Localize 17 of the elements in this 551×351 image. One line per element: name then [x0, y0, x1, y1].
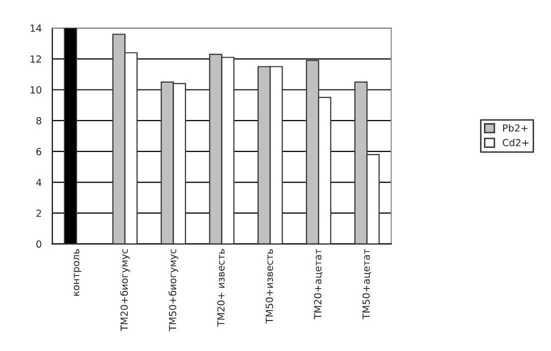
y-tick-label: 4: [36, 178, 42, 186]
x-tick-label: ТМ50+ацетат: [362, 248, 372, 320]
x-tick-label: ТМ20+ацетат: [314, 248, 323, 320]
x-tick-label: ТМ50+известь: [266, 249, 274, 324]
x-tick-label: ТМ20+ известь: [217, 249, 225, 327]
legend-label: Cd2+: [502, 138, 528, 146]
y-tick-label: 0: [36, 240, 42, 248]
y-tick-label: 14: [30, 24, 42, 32]
y-tick-label: 6: [36, 148, 42, 156]
legend-label: Pb2+: [503, 124, 528, 132]
x-tick-label: ТМ50+биогумус: [168, 249, 178, 332]
y-tick-label: 12: [30, 55, 41, 63]
y-tick-label: 2: [36, 210, 41, 217]
y-tick-label: 8: [36, 117, 42, 124]
x-tick-label: ТМ20+биогумус: [120, 249, 130, 332]
y-tick-label: 10: [30, 86, 42, 94]
x-tick-label: контроль: [74, 249, 82, 296]
